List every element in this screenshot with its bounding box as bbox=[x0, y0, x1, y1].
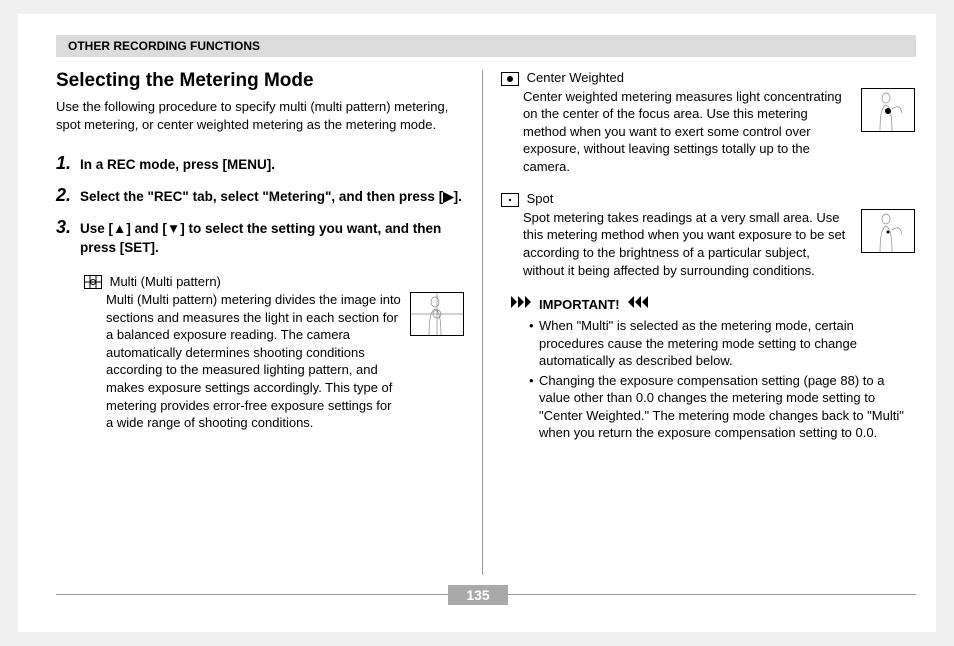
step-1: 1. In a REC mode, press [MENU]. bbox=[56, 153, 464, 175]
important-list: When "Multi" is selected as the metering… bbox=[501, 317, 915, 442]
mode-label: Spot bbox=[527, 191, 554, 206]
two-column-layout: Selecting the Metering Mode Use the foll… bbox=[56, 70, 916, 580]
important-item: When "Multi" is selected as the metering… bbox=[529, 317, 915, 370]
step-number: 3. bbox=[56, 217, 80, 258]
intro-paragraph: Use the following procedure to specify m… bbox=[56, 98, 464, 133]
step-number: 1. bbox=[56, 153, 80, 175]
mode-body: Center weighted metering measures light … bbox=[501, 88, 853, 176]
multi-sample-image bbox=[410, 292, 464, 336]
manual-page: OTHER RECORDING FUNCTIONS Selecting the … bbox=[18, 14, 936, 632]
mode-center: Center Weighted Center weighted metering… bbox=[501, 70, 915, 175]
step-2: 2. Select the "REC" tab, select "Meterin… bbox=[56, 185, 464, 207]
section-header: OTHER RECORDING FUNCTIONS bbox=[68, 39, 260, 53]
mode-content: Spot Spot metering takes readings at a v… bbox=[501, 191, 853, 279]
page-title: Selecting the Metering Mode bbox=[56, 70, 464, 92]
important-header: IMPORTANT! bbox=[501, 295, 915, 313]
mode-multi: Multi (Multi pattern) Multi (Multi patte… bbox=[84, 274, 464, 432]
mode-label: Center Weighted bbox=[527, 70, 624, 85]
mode-content: Center Weighted Center weighted metering… bbox=[501, 70, 853, 175]
left-column: Selecting the Metering Mode Use the foll… bbox=[56, 70, 482, 580]
step-text: In a REC mode, press [MENU]. bbox=[80, 153, 275, 175]
spot-sample-image bbox=[861, 209, 915, 253]
important-label: IMPORTANT! bbox=[539, 297, 620, 312]
center-weighted-icon bbox=[501, 72, 519, 86]
center-sample-image bbox=[861, 88, 915, 132]
page-number: 135 bbox=[448, 585, 508, 605]
mode-title-row: Spot bbox=[501, 191, 853, 207]
step-number: 2. bbox=[56, 185, 80, 207]
step-3: 3. Use [▲] and [▼] to select the setting… bbox=[56, 217, 464, 258]
step-text: Use [▲] and [▼] to select the setting yo… bbox=[80, 217, 464, 258]
mode-body: Spot metering takes readings at a very s… bbox=[501, 209, 853, 279]
important-item: Changing the exposure compensation setti… bbox=[529, 372, 915, 442]
spot-icon bbox=[501, 193, 519, 207]
mode-spot: Spot Spot metering takes readings at a v… bbox=[501, 191, 915, 279]
arrows-left-icon bbox=[624, 295, 648, 313]
mode-content: Multi (Multi pattern) Multi (Multi patte… bbox=[84, 274, 402, 432]
step-text: Select the "REC" tab, select "Metering",… bbox=[80, 185, 462, 207]
mode-title-row: Center Weighted bbox=[501, 70, 853, 86]
arrows-right-icon bbox=[511, 295, 535, 313]
mode-body: Multi (Multi pattern) metering divides t… bbox=[84, 291, 402, 431]
right-column: Center Weighted Center weighted metering… bbox=[483, 70, 915, 580]
multi-pattern-icon bbox=[84, 275, 102, 289]
mode-title-row: Multi (Multi pattern) bbox=[84, 274, 402, 290]
mode-label: Multi (Multi pattern) bbox=[110, 274, 221, 289]
